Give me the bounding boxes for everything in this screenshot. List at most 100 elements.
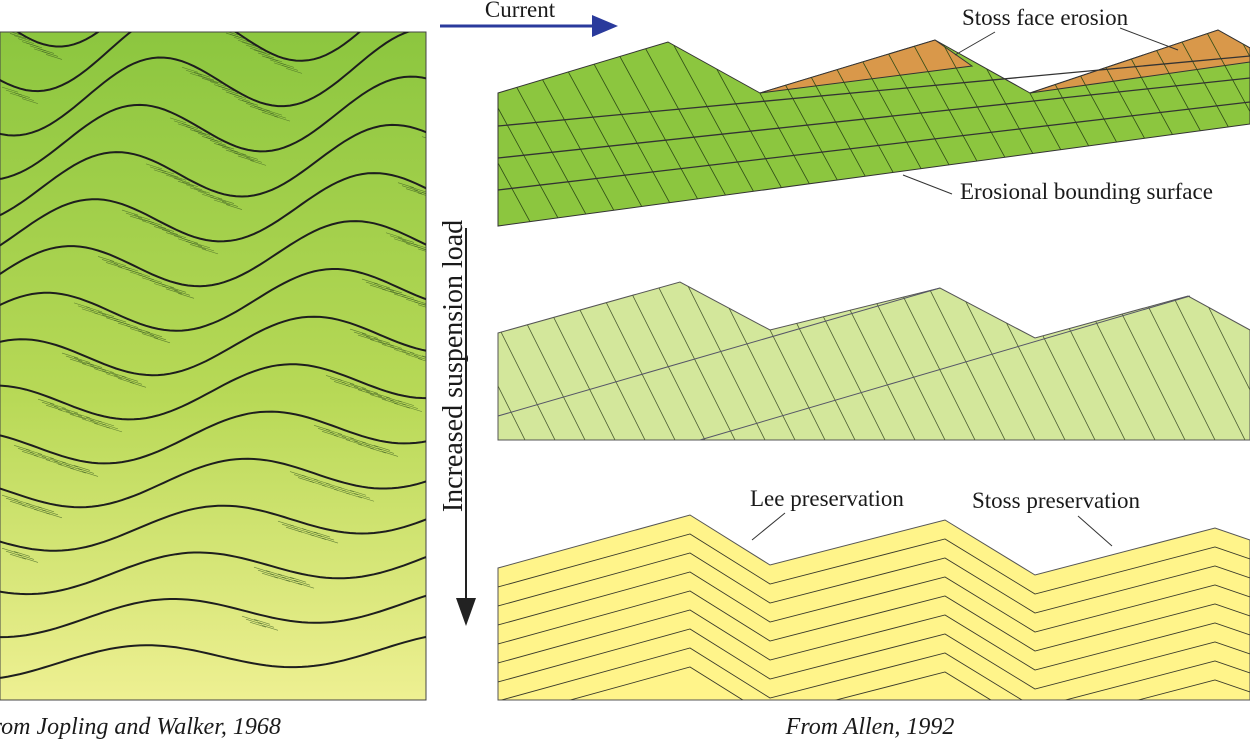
left-foreset-hatch [253,619,271,625]
left-lamina-line [0,32,411,137]
bottom-lamina-line [498,666,1250,700]
left-foreset-hatch [261,572,279,579]
left-foreset-hatch [77,360,95,366]
left-foreset-hatch [293,579,311,586]
left-foreset-hatch [145,163,163,170]
left-caption: From Jopling and Walker, 1968 [0,714,281,740]
bottom-block-body [497,514,1250,701]
left-foreset-hatch [389,399,407,406]
left-foreset-hatch [133,327,151,333]
left-foreset-hatch [101,259,119,265]
left-foreset-hatch [210,24,226,29]
bottom-lamina-line [498,628,1250,690]
left-foreset-hatch [273,576,291,582]
left-foreset-hatch [185,184,203,191]
mid-foreset-hatch [679,282,771,440]
left-foreset-hatch [49,403,67,409]
left-foreset-hatch [173,289,191,296]
left-foreset-hatch [241,154,259,160]
left-foreset-hatch [45,459,63,466]
left-foreset-hatch [77,468,95,474]
left-foreset-hatch [37,398,55,405]
left-lamina-line [0,635,426,679]
left-foreset-hatch [221,201,239,207]
left-foreset-hatch [373,282,391,289]
left-foreset-hatch [157,168,175,175]
left-foreset-hatch [169,286,187,293]
left-foreset-hatch [430,143,446,148]
left-foreset-hatch [129,328,147,334]
left-foreset-hatch [349,328,367,335]
left-foreset-hatch [421,303,426,306]
left-foreset-hatch [193,242,211,249]
left-foreset-hatch [13,35,31,41]
left-lamina-line [0,172,426,247]
left-foreset-hatch [69,358,87,365]
left-foreset-hatch [373,338,391,344]
left-foreset-hatch [377,341,395,347]
left-foreset-hatch [129,382,147,388]
left-foreset-hatch [125,379,143,385]
left-foreset-hatch [69,467,87,474]
left-foreset-hatch [109,316,127,323]
left-foreset-hatch [85,306,103,313]
left-foreset-hatch [405,406,423,412]
left-foreset-hatch [306,22,322,27]
left-foreset-hatch [277,62,295,68]
left-foreset-hatch [61,461,79,468]
left-foreset-hatch [361,333,379,339]
left-foreset-hatch [1,86,19,93]
left-foreset-hatch [169,232,187,239]
left-foreset-hatch [81,418,99,425]
left-lamina-line [0,32,362,93]
left-foreset-hatch [241,41,259,48]
left-foreset-hatch [277,573,295,580]
left-foreset-hatch [249,621,267,628]
left-foreset-hatch [41,456,59,463]
left-foreset-hatch [357,334,375,341]
left-foreset-hatch [381,451,399,457]
left-foreset-hatch [153,337,171,344]
left-foreset-hatch [325,429,343,435]
erosional-bounding-surface-label: Erosional bounding surface [960,179,1213,204]
left-foreset-hatch [381,398,399,405]
left-foreset-hatch [281,576,299,583]
left-foreset-hatch [145,331,163,338]
left-foreset-hatch [5,550,23,557]
left-foreset-hatch [357,495,375,502]
top-foreset-hatch [498,30,571,226]
left-foreset-hatch [241,100,259,106]
left-foreset-hatch [373,392,391,399]
left-foreset-hatch [169,117,187,124]
left-foreset-hatch [201,77,219,84]
left-foreset-hatch [442,93,458,98]
left-lamina-line [0,457,426,509]
left-foreset-hatch [233,36,251,43]
stoss-erosion-wedge-2 [1029,29,1250,94]
left-foreset-hatch [233,152,251,159]
stoss-preservation-block: Lee preservation Stoss preservation [497,486,1250,701]
left-foreset-hatch [221,146,239,153]
left-foreset-hatch [45,54,63,60]
left-foreset-hatch [285,579,303,586]
left-foreset-hatch [161,285,179,292]
left-foreset-hatch [161,171,179,178]
left-foreset-hatch [129,215,147,222]
left-foreset-hatch [181,238,199,244]
left-foreset-hatch [294,17,310,22]
left-lamina-line [0,75,426,180]
left-foreset-hatch [101,423,119,430]
left-foreset-hatch [233,96,251,102]
left-foreset-hatch [13,551,31,557]
mid-foreset-hatch [649,282,741,440]
left-foreset-hatch [377,448,395,454]
left-foreset-hatch [125,325,143,331]
left-foreset-hatch [25,449,43,455]
left-foreset-hatch [409,352,426,358]
left-foreset-hatch [193,130,211,136]
left-foreset-hatch [425,195,426,196]
left-foreset-hatch [221,88,239,95]
left-lamina-line [0,268,426,332]
left-foreset-hatch [89,309,107,316]
